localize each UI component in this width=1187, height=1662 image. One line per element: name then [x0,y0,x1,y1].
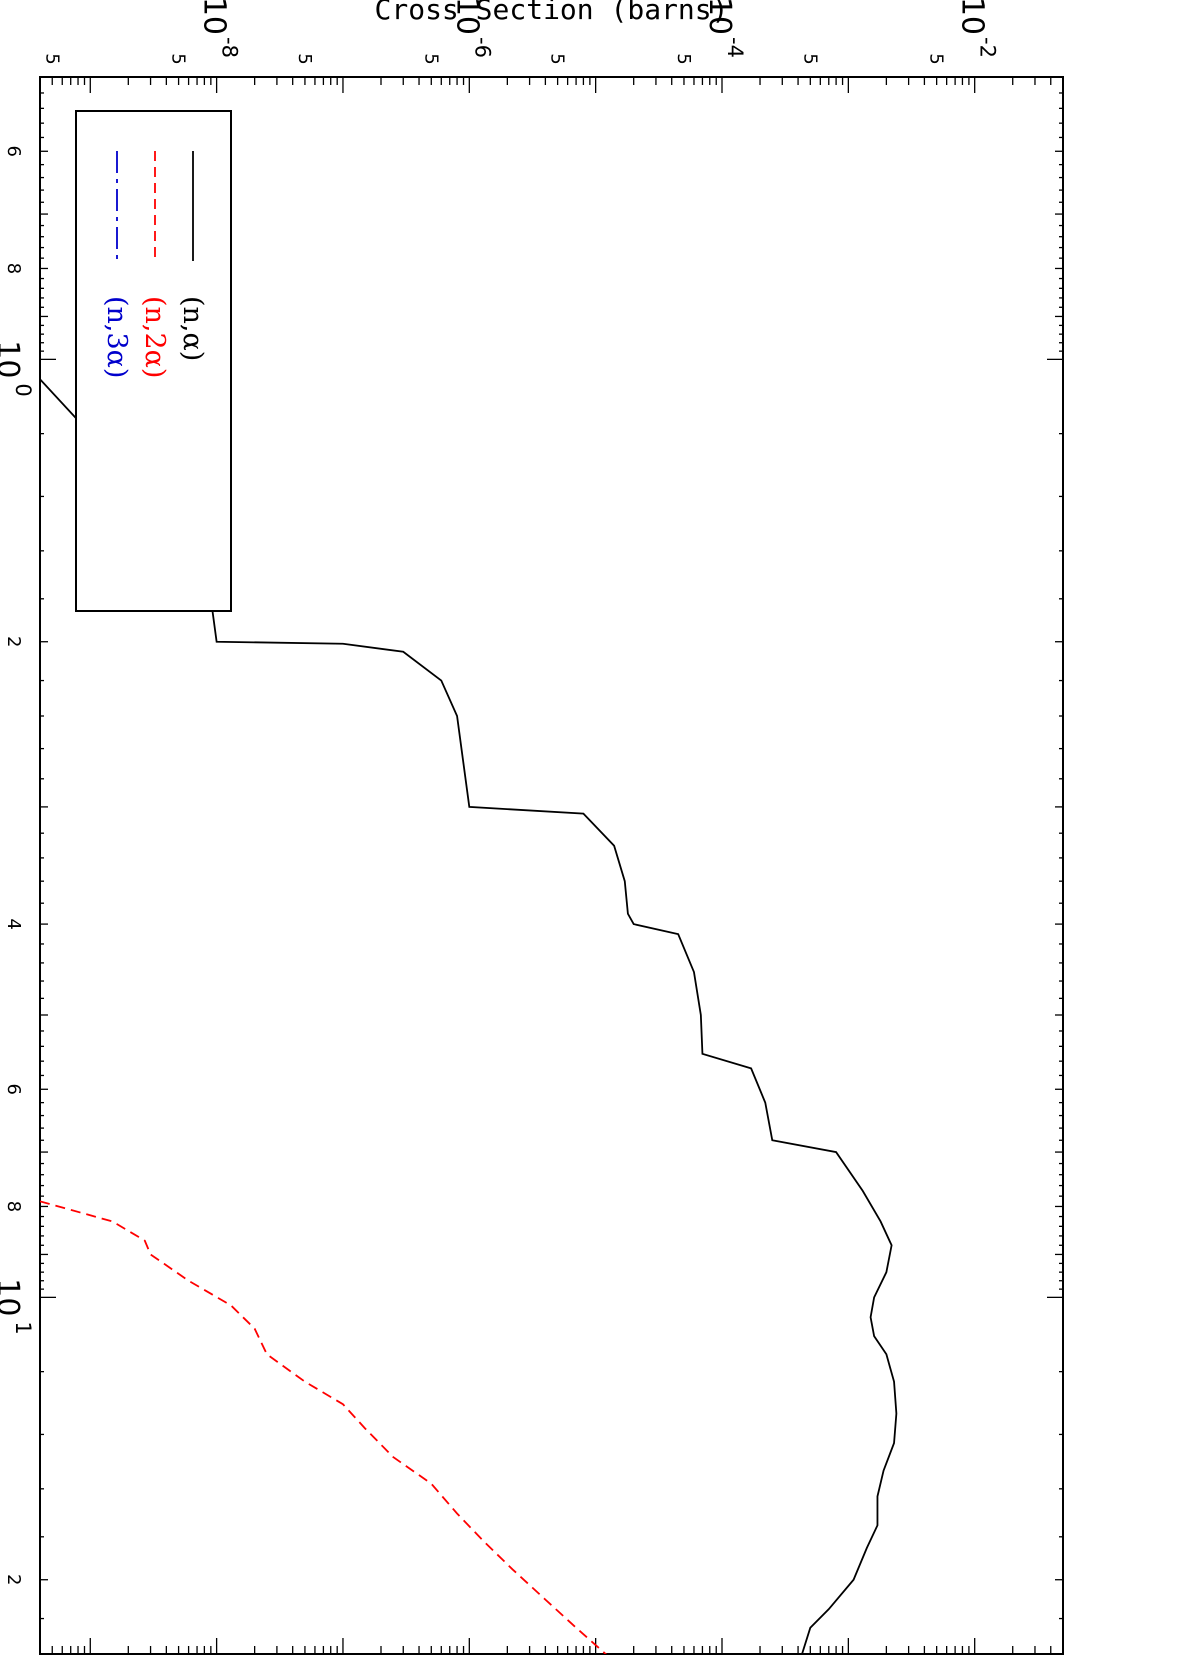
y-decade-exponent: -6 [470,37,494,58]
y-tick-label: 5 [41,53,62,64]
y-tick-label: 5 [168,53,189,64]
y-decade-label: 10 [197,0,232,35]
legend-label: (n,2α) [139,296,170,378]
x-tick-label: 4 [3,918,24,929]
series-line-1 [40,378,898,1654]
y-tick-label: 5 [926,53,947,64]
y-tick-label: 5 [673,53,694,64]
x-decade-label: 10 [0,340,25,378]
x-tick-label: 6 [3,146,24,157]
x-tick-label: 8 [3,263,24,274]
y-axis-title: Cross Section (barns) [374,0,728,26]
y-decade-exponent: -8 [218,37,242,58]
x-tick-label: 2 [3,1574,24,1585]
x-tick-label: 6 [3,1084,24,1095]
legend: (n,α)(n,2α)(n,3α) [75,110,232,612]
y-decade-label: 10 [449,0,484,35]
x-tick-label: 2 [3,636,24,647]
y-tick-label: 5 [547,53,568,64]
legend-label: (n,α) [177,296,208,361]
y-tick-label: 5 [420,53,441,64]
legend-label: (n,3α) [101,296,132,378]
y-tick-label: 5 [294,53,315,64]
y-decade-exponent: -4 [723,37,747,58]
x-decade-exponent: 1 [11,1321,35,1334]
y-decade-label: 10 [955,0,990,35]
y-decade-exponent: -2 [976,37,1000,58]
series-line-2 [40,1200,669,1654]
x-decade-label: 10 [0,1278,25,1316]
series-group [40,378,898,1654]
axis-ticks [39,76,1064,1655]
x-tick-label: 8 [3,1201,24,1212]
plot-frame [39,76,1064,1655]
y-tick-label: 5 [799,53,820,64]
x-decade-exponent: 0 [11,383,35,396]
y-decade-label: 10 [702,0,737,35]
